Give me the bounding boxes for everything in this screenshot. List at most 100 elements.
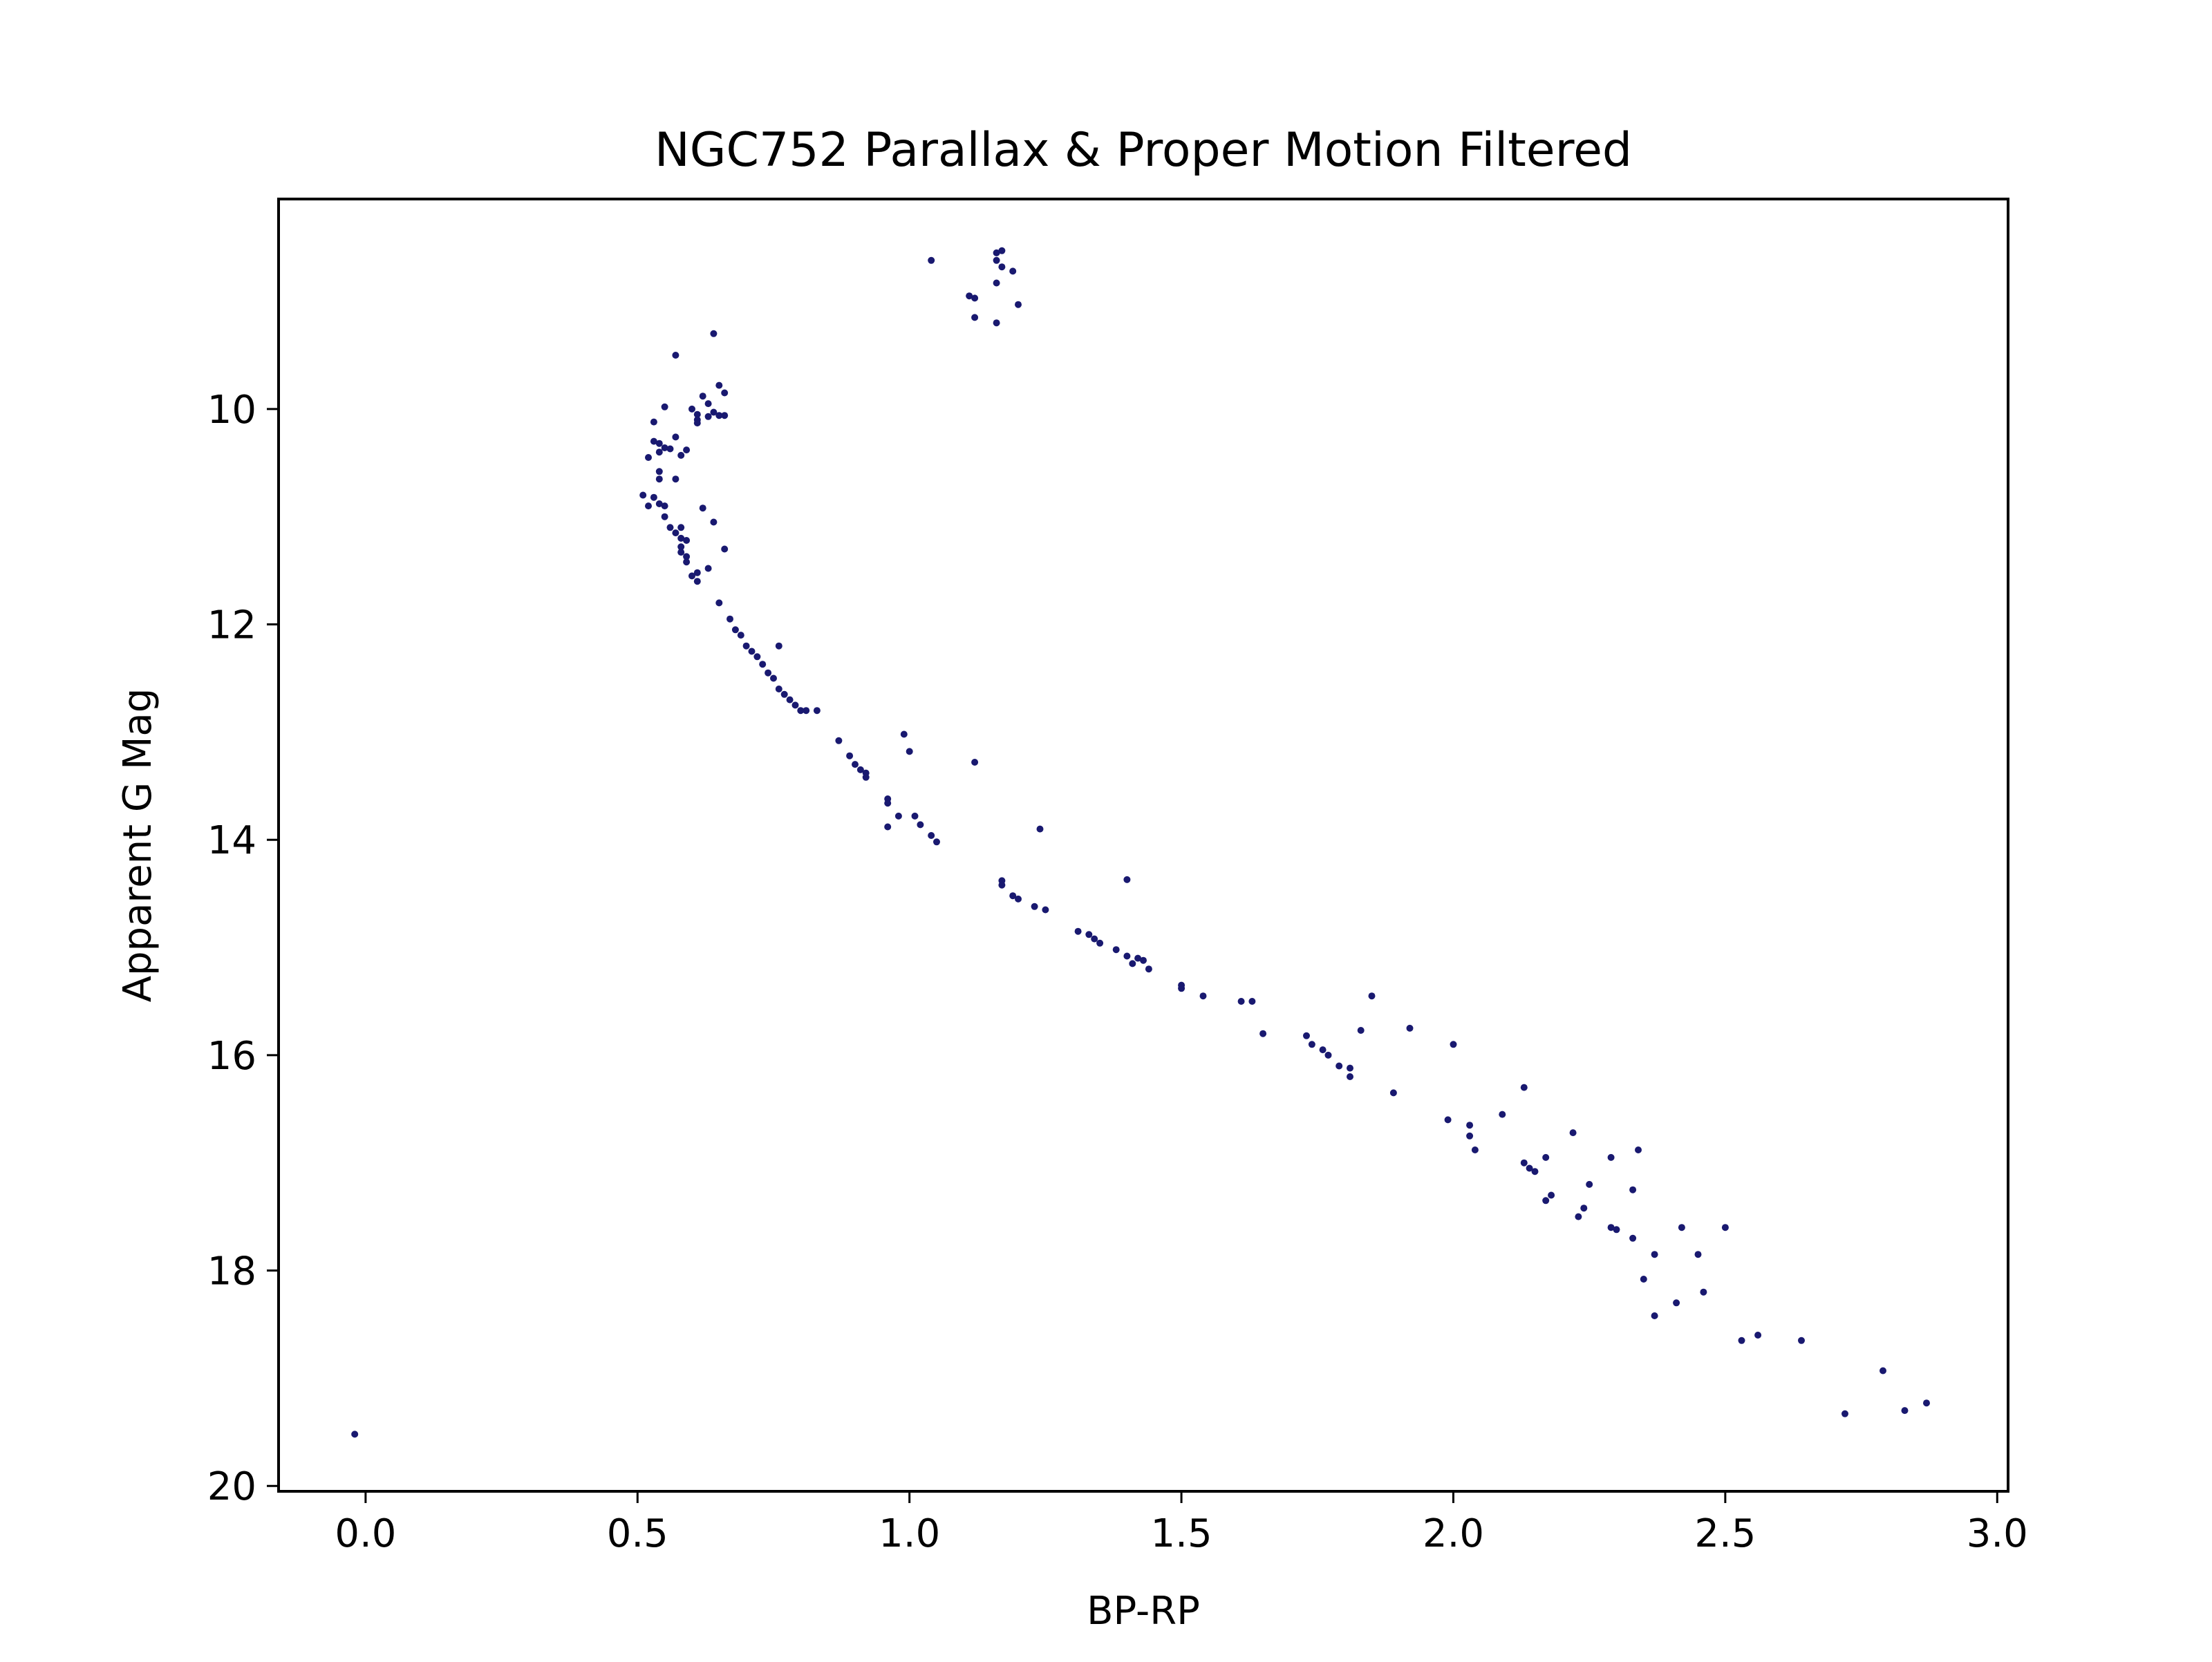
data-point	[710, 408, 718, 416]
data-point	[993, 256, 1000, 264]
data-point	[1901, 1407, 1909, 1415]
x-axis-label: BP-RP	[1087, 1589, 1200, 1634]
data-point	[693, 569, 701, 576]
data-point	[1178, 985, 1185, 992]
x-tick-label-5: 2.5	[1694, 1511, 1756, 1556]
data-point	[639, 491, 647, 499]
data-point	[971, 294, 979, 302]
data-point	[1308, 1041, 1315, 1048]
x-tick-label-4: 2.0	[1423, 1511, 1484, 1556]
data-point	[672, 352, 679, 359]
data-point	[666, 524, 674, 531]
data-point	[721, 545, 729, 553]
data-point	[672, 529, 679, 537]
data-point	[759, 661, 767, 668]
data-point	[1651, 1312, 1658, 1319]
data-point	[661, 444, 668, 451]
data-point	[1700, 1288, 1707, 1296]
data-point	[1259, 1030, 1267, 1037]
data-point	[1112, 946, 1120, 954]
data-point	[856, 766, 864, 773]
data-point	[1607, 1153, 1615, 1161]
data-point	[1042, 906, 1049, 914]
data-point	[1009, 267, 1017, 275]
data-point	[1347, 1073, 1353, 1080]
data-point	[770, 674, 777, 682]
data-point	[661, 513, 668, 520]
data-point	[1347, 1064, 1353, 1072]
data-point	[971, 759, 979, 766]
data-point	[1096, 939, 1104, 947]
data-point	[721, 412, 729, 419]
data-point	[1444, 1116, 1452, 1124]
data-point	[693, 419, 701, 427]
data-point	[683, 553, 691, 560]
x-axis: 0.0 0.5 1.0 1.5 2.0 2.5 3.0	[335, 1491, 2028, 1556]
data-point	[835, 737, 843, 744]
data-point	[688, 572, 695, 580]
data-point	[699, 393, 706, 400]
data-point	[1629, 1186, 1637, 1193]
data-point	[765, 669, 772, 677]
data-point	[645, 502, 652, 510]
data-point	[1319, 1046, 1327, 1054]
data-point	[780, 690, 788, 698]
chart-title: NGC752 Parallax & Proper Motion Filtered	[655, 123, 1632, 178]
data-point	[1357, 1027, 1365, 1034]
data-point	[894, 812, 902, 820]
data-point	[928, 256, 935, 264]
data-point	[1694, 1251, 1702, 1258]
data-point	[900, 730, 908, 738]
data-point	[791, 701, 799, 709]
data-point	[1586, 1180, 1593, 1188]
data-point	[1009, 892, 1017, 900]
data-point	[1520, 1084, 1528, 1091]
data-point	[715, 599, 723, 607]
data-point	[699, 504, 706, 512]
data-point	[1635, 1146, 1642, 1153]
data-point	[993, 249, 1000, 256]
data-point	[748, 648, 756, 655]
data-point	[1074, 927, 1082, 935]
data-point	[1123, 952, 1131, 960]
data-point	[1368, 992, 1376, 1000]
data-point	[1335, 1062, 1343, 1070]
data-point	[704, 400, 712, 408]
data-point	[1738, 1337, 1745, 1344]
data-point	[1199, 992, 1207, 1000]
data-point	[803, 707, 810, 715]
data-point	[1542, 1197, 1550, 1205]
data-point	[1406, 1024, 1414, 1032]
data-point	[1237, 998, 1245, 1005]
data-point	[971, 314, 979, 321]
data-point	[688, 405, 695, 413]
data-point	[1798, 1337, 1805, 1344]
data-point	[1754, 1332, 1762, 1339]
data-point	[1450, 1041, 1457, 1048]
data-point	[677, 534, 685, 542]
data-point	[993, 319, 1000, 327]
data-point	[650, 493, 657, 501]
data-point	[1466, 1132, 1474, 1140]
data-point	[862, 773, 870, 781]
data-point	[704, 565, 712, 572]
data-point	[672, 433, 679, 441]
data-point	[1629, 1234, 1637, 1242]
data-point	[672, 475, 679, 483]
data-point	[1520, 1159, 1528, 1167]
data-point	[852, 761, 859, 768]
data-point	[1923, 1399, 1930, 1407]
data-point	[1134, 954, 1142, 962]
x-tick-label-6: 3.0	[1967, 1511, 2028, 1556]
data-point	[998, 247, 1006, 254]
data-point	[742, 642, 750, 650]
data-point	[1575, 1213, 1582, 1220]
data-point	[1880, 1367, 1886, 1375]
data-point	[884, 800, 892, 807]
data-point	[1091, 935, 1098, 943]
data-point	[737, 632, 744, 639]
data-point	[1324, 1051, 1332, 1059]
data-point	[998, 263, 1006, 271]
